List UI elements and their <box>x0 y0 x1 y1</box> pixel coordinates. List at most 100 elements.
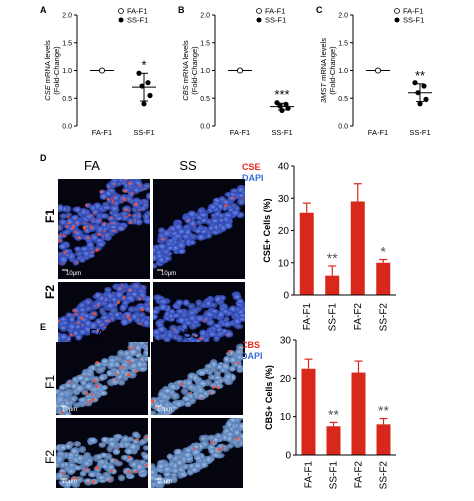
nucleus <box>193 461 203 470</box>
y-tick-label: 40 <box>278 162 290 173</box>
legend-marker-filled <box>118 17 124 23</box>
stain-dot <box>76 478 79 480</box>
y-tick-label: 30 <box>278 194 290 205</box>
stain-dot <box>209 391 212 394</box>
stain-dot <box>128 214 131 217</box>
stain-dot <box>107 319 110 322</box>
stain-dot <box>55 336 57 338</box>
nucleus <box>58 390 66 397</box>
nucleus <box>176 228 186 235</box>
nucleus <box>212 436 220 444</box>
chart-d-cse-cells: FA-F1 ** SS-F1 FA-F2 * SS-F2 0 10 20 30 40 CSE+ Cel… <box>262 162 396 331</box>
stain-dot <box>200 396 203 399</box>
stain-dot <box>117 179 119 180</box>
micro-d-col-fa: FA <box>84 158 100 173</box>
y-tick-label: 1.0 <box>62 68 72 75</box>
stain-dot <box>71 225 75 230</box>
legend-marker-filled <box>256 17 262 23</box>
stain-dot <box>129 360 132 363</box>
nucleus <box>153 262 158 269</box>
micro-e-row-f1: F1 <box>43 375 57 389</box>
nucleus <box>58 385 66 391</box>
nucleus <box>135 218 143 226</box>
nucleus <box>101 358 109 365</box>
nucleus <box>68 315 76 323</box>
stain-dot <box>193 334 197 338</box>
tile-cells <box>153 291 245 347</box>
nucleus <box>81 459 91 468</box>
nucleus <box>142 461 148 469</box>
nucleus <box>171 312 181 319</box>
nucleus <box>184 228 192 237</box>
stain-dot <box>86 402 89 406</box>
nucleus <box>74 323 82 330</box>
nucleus <box>155 414 164 415</box>
nucleus <box>142 445 148 451</box>
stain-dot <box>140 308 144 312</box>
tile-cells <box>153 184 245 269</box>
nucleus <box>195 314 205 322</box>
y-axis-label-gene: CSE <box>43 84 52 100</box>
nucleus <box>225 434 234 443</box>
stain-dot <box>134 470 138 474</box>
nucleus <box>204 300 213 307</box>
nucleus <box>128 348 138 357</box>
stain-dot <box>148 419 151 422</box>
micro-e-scale-4: 10μm <box>157 479 172 485</box>
y-axis-label-2: (Fold-Change) <box>52 46 61 95</box>
nucleus <box>131 431 140 438</box>
tile-cells <box>58 171 153 266</box>
y-tick-label: 30 <box>280 336 292 347</box>
y-axis-label-gene: 3MST <box>319 82 328 103</box>
y-tick-label: 2.0 <box>338 13 348 20</box>
nucleus <box>144 295 150 303</box>
significance-marker: ** <box>328 406 339 422</box>
nucleus <box>160 404 168 411</box>
stain-dot <box>113 183 116 186</box>
nucleus <box>66 452 76 458</box>
legend-entry: FA-F1 <box>265 7 285 16</box>
nucleus <box>196 233 206 241</box>
micro-e-scale-1: 10μm <box>62 407 77 413</box>
nucleus <box>75 374 85 382</box>
micro-e-stain-dapi: DAPI <box>241 351 263 361</box>
nucleus <box>143 349 148 357</box>
data-point <box>421 83 427 89</box>
tile-cells <box>56 342 148 415</box>
micro-e-col-ss: SS <box>183 326 201 341</box>
stain-dot <box>144 435 148 439</box>
x-category-label: FA-F1 <box>368 128 388 137</box>
micro-e-scale-2: 10μm <box>157 407 172 413</box>
nucleus <box>113 179 121 181</box>
nucleus <box>83 319 93 328</box>
nucleus <box>198 434 207 443</box>
nucleus <box>163 471 172 477</box>
nucleus <box>177 248 186 255</box>
y-tick-label: 0.5 <box>200 96 210 103</box>
nucleus <box>189 239 197 246</box>
nucleus <box>229 418 237 423</box>
nucleus <box>132 282 142 290</box>
stain-dot <box>227 333 230 336</box>
stain-dot <box>110 222 114 225</box>
micro-d-stain-cse: CSE <box>242 162 261 172</box>
stain-dot <box>136 438 140 442</box>
stain-dot <box>103 222 106 225</box>
nucleus <box>145 171 153 178</box>
bar <box>376 262 391 295</box>
x-category-label: SS-F1 <box>271 128 292 137</box>
nucleus <box>139 205 147 212</box>
nucleus <box>163 336 171 343</box>
nucleus <box>119 304 127 312</box>
nucleus <box>63 480 72 488</box>
nucleus <box>133 179 142 187</box>
stain-dot <box>121 227 124 231</box>
micro-d-scale-2: 10μm <box>161 271 176 277</box>
y-axis-label: CSE+ Cells (%) <box>262 198 272 262</box>
nucleus <box>123 311 132 319</box>
stain-dot <box>134 369 138 373</box>
nucleus <box>127 357 137 364</box>
nucleus <box>113 460 124 467</box>
tile-cells <box>148 343 243 422</box>
